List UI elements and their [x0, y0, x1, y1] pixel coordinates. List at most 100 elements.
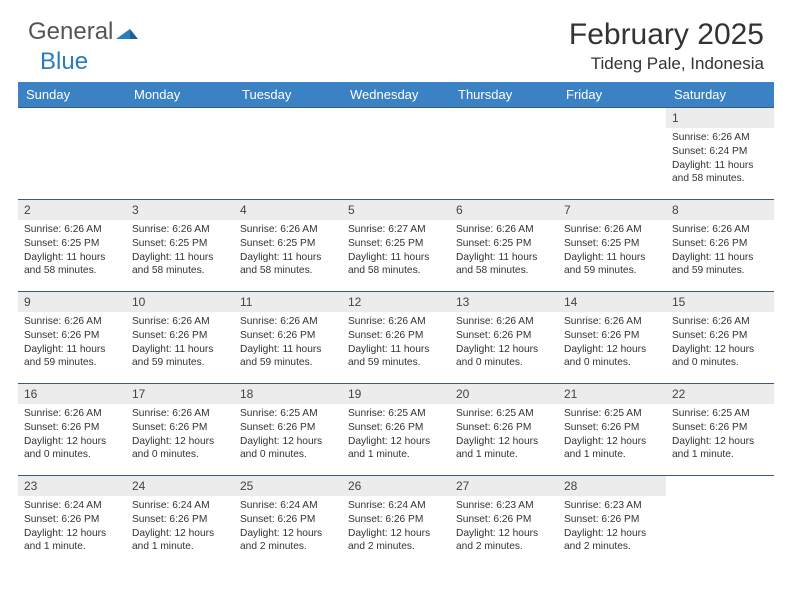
day-cell: 2Sunrise: 6:26 AMSunset: 6:25 PMDaylight… — [18, 200, 126, 292]
day-number: 23 — [18, 476, 126, 496]
day-cell: 26Sunrise: 6:24 AMSunset: 6:26 PMDayligh… — [342, 476, 450, 568]
header: General February 2025 Tideng Pale, Indon… — [0, 0, 792, 82]
day-cell: 14Sunrise: 6:26 AMSunset: 6:26 PMDayligh… — [558, 292, 666, 384]
day-number: 7 — [558, 200, 666, 220]
day-number: 19 — [342, 384, 450, 404]
title-block: February 2025 Tideng Pale, Indonesia — [569, 18, 764, 74]
day-cell: 22Sunrise: 6:25 AMSunset: 6:26 PMDayligh… — [666, 384, 774, 476]
day-body: Sunrise: 6:24 AMSunset: 6:26 PMDaylight:… — [342, 496, 450, 557]
day-number: 3 — [126, 200, 234, 220]
logo-mark-icon — [116, 23, 138, 44]
day-cell: 28Sunrise: 6:23 AMSunset: 6:26 PMDayligh… — [558, 476, 666, 568]
day-body: Sunrise: 6:26 AMSunset: 6:25 PMDaylight:… — [450, 220, 558, 281]
day-number: 16 — [18, 384, 126, 404]
empty-cell — [126, 108, 234, 200]
day-number: 12 — [342, 292, 450, 312]
day-cell: 19Sunrise: 6:25 AMSunset: 6:26 PMDayligh… — [342, 384, 450, 476]
day-number: 4 — [234, 200, 342, 220]
day-header: Tuesday — [234, 82, 342, 108]
logo-text-blue: Blue — [40, 48, 88, 75]
logo-text-general: General — [28, 18, 113, 46]
day-body: Sunrise: 6:26 AMSunset: 6:26 PMDaylight:… — [18, 404, 126, 465]
day-cell: 17Sunrise: 6:26 AMSunset: 6:26 PMDayligh… — [126, 384, 234, 476]
day-number: 17 — [126, 384, 234, 404]
day-cell: 13Sunrise: 6:26 AMSunset: 6:26 PMDayligh… — [450, 292, 558, 384]
day-number: 6 — [450, 200, 558, 220]
location: Tideng Pale, Indonesia — [569, 54, 764, 74]
day-cell: 18Sunrise: 6:25 AMSunset: 6:26 PMDayligh… — [234, 384, 342, 476]
day-header: Friday — [558, 82, 666, 108]
empty-cell — [234, 108, 342, 200]
day-cell: 20Sunrise: 6:25 AMSunset: 6:26 PMDayligh… — [450, 384, 558, 476]
empty-cell — [666, 476, 774, 568]
calendar-head: SundayMondayTuesdayWednesdayThursdayFrid… — [18, 82, 774, 108]
day-body: Sunrise: 6:25 AMSunset: 6:26 PMDaylight:… — [666, 404, 774, 465]
day-header-row: SundayMondayTuesdayWednesdayThursdayFrid… — [18, 82, 774, 108]
day-number: 25 — [234, 476, 342, 496]
day-number: 5 — [342, 200, 450, 220]
day-body: Sunrise: 6:27 AMSunset: 6:25 PMDaylight:… — [342, 220, 450, 281]
day-cell: 10Sunrise: 6:26 AMSunset: 6:26 PMDayligh… — [126, 292, 234, 384]
month-title: February 2025 — [569, 18, 764, 52]
day-cell: 21Sunrise: 6:25 AMSunset: 6:26 PMDayligh… — [558, 384, 666, 476]
day-cell: 16Sunrise: 6:26 AMSunset: 6:26 PMDayligh… — [18, 384, 126, 476]
empty-cell — [450, 108, 558, 200]
day-cell: 4Sunrise: 6:26 AMSunset: 6:25 PMDaylight… — [234, 200, 342, 292]
day-cell: 7Sunrise: 6:26 AMSunset: 6:25 PMDaylight… — [558, 200, 666, 292]
week-row: 23 Sunrise: 6:24 AMSunset: 6:26 PMDayligh… — [18, 476, 774, 568]
day-body: Sunrise: 6:26 AMSunset: 6:26 PMDaylight:… — [18, 312, 126, 373]
empty-cell — [558, 108, 666, 200]
logo: General — [28, 18, 138, 46]
day-cell: 12Sunrise: 6:26 AMSunset: 6:26 PMDayligh… — [342, 292, 450, 384]
day-body: Sunrise: 6:26 AMSunset: 6:26 PMDaylight:… — [666, 312, 774, 373]
day-body: Sunrise: 6:26 AMSunset: 6:25 PMDaylight:… — [126, 220, 234, 281]
day-number: 11 — [234, 292, 342, 312]
day-body: Sunrise: 6:26 AMSunset: 6:26 PMDaylight:… — [234, 312, 342, 373]
day-number: 10 — [126, 292, 234, 312]
day-body: Sunrise: 6:23 AMSunset: 6:26 PMDaylight:… — [450, 496, 558, 557]
day-body: Sunrise: 6:26 AMSunset: 6:26 PMDaylight:… — [126, 312, 234, 373]
day-body: Sunrise: 6:26 AMSunset: 6:26 PMDaylight:… — [450, 312, 558, 373]
day-number: 1 — [666, 108, 774, 128]
day-cell: 5Sunrise: 6:27 AMSunset: 6:25 PMDaylight… — [342, 200, 450, 292]
day-cell: 15Sunrise: 6:26 AMSunset: 6:26 PMDayligh… — [666, 292, 774, 384]
day-body: Sunrise: 6:25 AMSunset: 6:26 PMDaylight:… — [558, 404, 666, 465]
day-number: 14 — [558, 292, 666, 312]
day-number: 28 — [558, 476, 666, 496]
day-header: Wednesday — [342, 82, 450, 108]
day-number: 2 — [18, 200, 126, 220]
day-number: 27 — [450, 476, 558, 496]
day-body: Sunrise: 6:25 AMSunset: 6:26 PMDaylight:… — [234, 404, 342, 465]
week-row: 2Sunrise: 6:26 AMSunset: 6:25 PMDaylight… — [18, 200, 774, 292]
day-cell: 8Sunrise: 6:26 AMSunset: 6:26 PMDaylight… — [666, 200, 774, 292]
empty-cell — [18, 108, 126, 200]
week-row: 9Sunrise: 6:26 AMSunset: 6:26 PMDaylight… — [18, 292, 774, 384]
logo-text-blue-wrap: Blue — [40, 48, 88, 76]
empty-cell — [342, 108, 450, 200]
day-body: Sunrise: 6:26 AMSunset: 6:26 PMDaylight:… — [558, 312, 666, 373]
calendar-wrap: SundayMondayTuesdayWednesdayThursdayFrid… — [0, 82, 792, 568]
day-number: 22 — [666, 384, 774, 404]
day-cell: 24Sunrise: 6:24 AMSunset: 6:26 PMDayligh… — [126, 476, 234, 568]
day-header: Thursday — [450, 82, 558, 108]
day-cell: 9Sunrise: 6:26 AMSunset: 6:26 PMDaylight… — [18, 292, 126, 384]
day-body: Sunrise: 6:26 AMSunset: 6:25 PMDaylight:… — [558, 220, 666, 281]
day-number: 24 — [126, 476, 234, 496]
day-body: Sunrise: 6:26 AMSunset: 6:24 PMDaylight:… — [666, 128, 774, 189]
day-cell: 1Sunrise: 6:26 AMSunset: 6:24 PMDaylight… — [666, 108, 774, 200]
day-body: Sunrise: 6:25 AMSunset: 6:26 PMDaylight:… — [342, 404, 450, 465]
day-body: Sunrise: 6:26 AMSunset: 6:25 PMDaylight:… — [234, 220, 342, 281]
day-number: 20 — [450, 384, 558, 404]
day-body: Sunrise: 6:26 AMSunset: 6:26 PMDaylight:… — [342, 312, 450, 373]
day-header: Monday — [126, 82, 234, 108]
day-number: 18 — [234, 384, 342, 404]
calendar-table: SundayMondayTuesdayWednesdayThursdayFrid… — [18, 82, 774, 568]
day-number: 15 — [666, 292, 774, 312]
day-number: 8 — [666, 200, 774, 220]
week-row: 1Sunrise: 6:26 AMSunset: 6:24 PMDaylight… — [18, 108, 774, 200]
day-body: Sunrise: 6:26 AMSunset: 6:26 PMDaylight:… — [666, 220, 774, 281]
day-cell: 3Sunrise: 6:26 AMSunset: 6:25 PMDaylight… — [126, 200, 234, 292]
day-cell: 25Sunrise: 6:24 AMSunset: 6:26 PMDayligh… — [234, 476, 342, 568]
day-cell: 27Sunrise: 6:23 AMSunset: 6:26 PMDayligh… — [450, 476, 558, 568]
week-row: 16Sunrise: 6:26 AMSunset: 6:26 PMDayligh… — [18, 384, 774, 476]
